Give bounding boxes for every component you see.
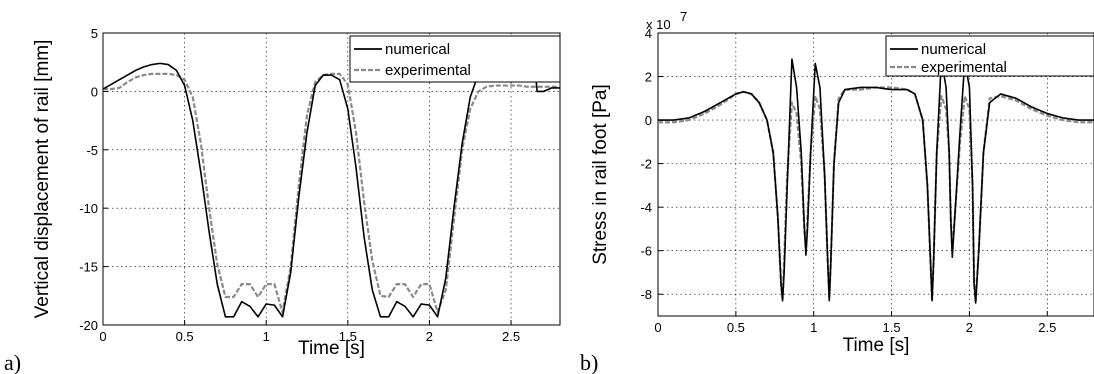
y-tick-label: 4 xyxy=(645,26,652,41)
y-tick-label: -8 xyxy=(640,287,652,302)
x-tick-label: 0 xyxy=(99,329,106,344)
y-tick-label: 0 xyxy=(645,113,652,128)
y-tick-label: -20 xyxy=(79,318,98,333)
x-tick-label: 1 xyxy=(263,329,270,344)
x-tick-label: 0 xyxy=(654,320,661,335)
y-multiplier-exponent: 7 xyxy=(680,9,687,24)
y-multiplier-label: x 10 xyxy=(646,17,671,32)
legend-label: experimental xyxy=(385,62,471,79)
chart-b: 0 0.5 1 1.5 2 2.5 4 2 0 -2 -4 -6 -8 x 10 7 numericalexp… xyxy=(590,9,1094,356)
series-line-numerical xyxy=(658,58,1094,304)
y-axis-label: Stress in rail foot [Pa] xyxy=(590,84,611,265)
legend-box xyxy=(349,35,561,83)
x-axis-label: Time [s] xyxy=(298,338,365,359)
y-tick-label: -4 xyxy=(640,200,652,215)
x-tick-label: 2 xyxy=(966,320,973,335)
x-tick-label: 0.5 xyxy=(727,320,745,335)
y-axis-label: Vertical displacement of rail [mm] xyxy=(32,40,53,319)
y-tick-label: -5 xyxy=(86,143,98,158)
y-tick-label: -10 xyxy=(79,201,98,216)
chart-a: 0 0.5 1 1.5 2 2.5 5 0 -5 -10 -15 -20 numerical experi… xyxy=(32,26,561,359)
legend-label: experimental xyxy=(921,59,1007,76)
y-tick-label: -15 xyxy=(79,260,98,275)
y-tick-label: 2 xyxy=(645,70,652,85)
x-axis-label: Time [s] xyxy=(843,335,910,356)
x-tick-label: 2.5 xyxy=(1038,320,1056,335)
x-tick-label: 0.5 xyxy=(176,329,194,344)
x-tick-label: 2.5 xyxy=(502,329,520,344)
x-tick-label: 1 xyxy=(810,320,817,335)
y-tick-label: 0 xyxy=(91,84,98,99)
x-tick-label: 1.5 xyxy=(883,320,901,335)
legend-label: numerical xyxy=(921,41,986,58)
legend-box xyxy=(885,35,1094,77)
y-tick-label: 5 xyxy=(91,26,98,41)
y-tick-label: -2 xyxy=(640,157,652,172)
panel-label-a: a) xyxy=(4,350,21,374)
x-tick-label: 1.5 xyxy=(339,329,357,344)
legend-label: numerical xyxy=(385,41,450,58)
x-tick-label: 2 xyxy=(426,329,433,344)
panel-label-b: b) xyxy=(580,350,598,374)
y-tick-label: -6 xyxy=(640,244,652,259)
plot-frame xyxy=(657,32,1094,317)
